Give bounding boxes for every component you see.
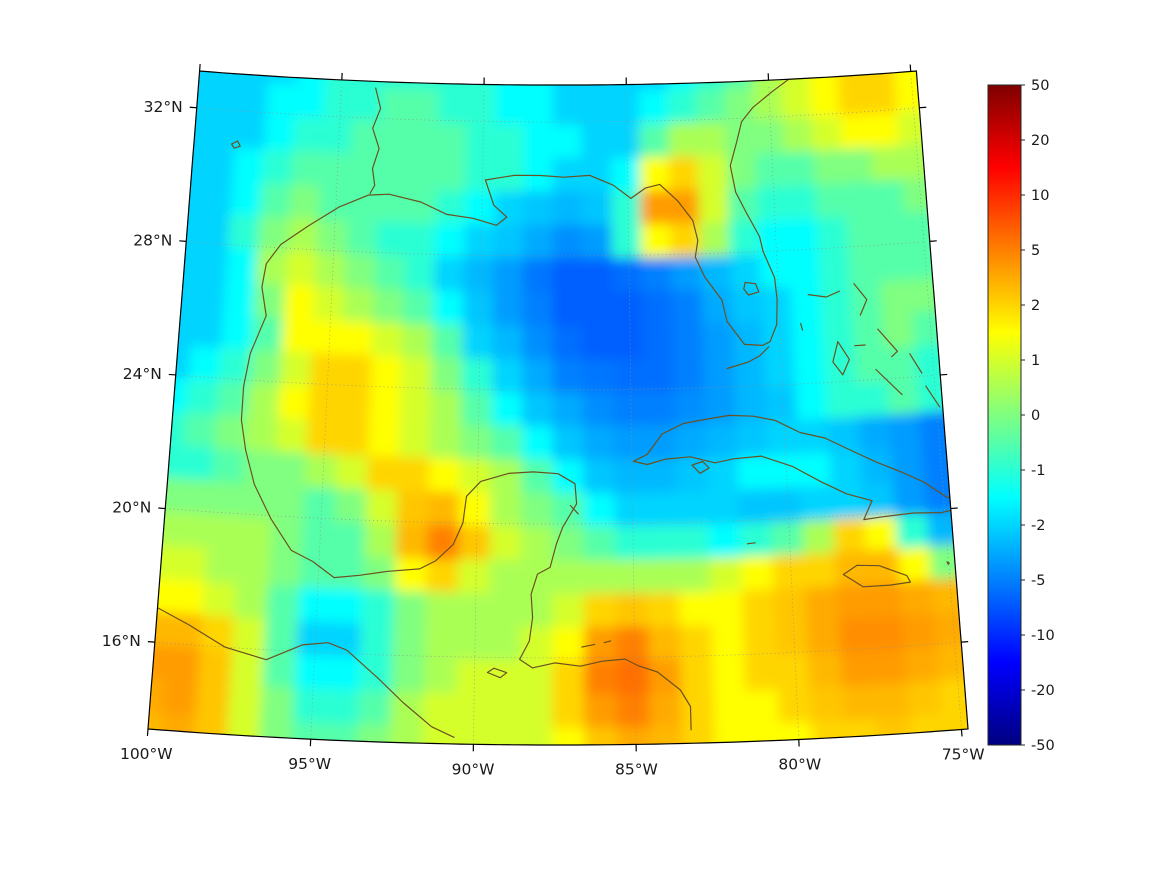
y-tick-label: 32°N bbox=[144, 98, 183, 116]
colorbar-tick-label: 1 bbox=[1031, 353, 1040, 369]
coastline-guanaja bbox=[603, 640, 612, 644]
meridian-line bbox=[310, 86, 342, 740]
y-tick-label: 20°N bbox=[112, 499, 151, 517]
colorbar-tick-label: -5 bbox=[1031, 573, 1045, 589]
colorbar-tick-label: -50 bbox=[1031, 738, 1055, 754]
y-tick-right bbox=[961, 641, 969, 643]
colorbar-gradient bbox=[987, 84, 1022, 746]
coastline-abaco bbox=[853, 283, 868, 316]
coastline-exuma-chain bbox=[875, 368, 903, 396]
meridian-line bbox=[910, 78, 962, 730]
y-tick-left bbox=[147, 641, 155, 643]
coastline-eleuthera bbox=[877, 328, 898, 358]
coastline-isla-de-la-juventud bbox=[691, 460, 710, 474]
y-tick-right bbox=[929, 240, 937, 242]
y-tick-label: 24°N bbox=[123, 365, 162, 383]
coastline-jamaica bbox=[842, 564, 911, 588]
coastline-grand-bahama bbox=[807, 290, 840, 298]
x-tick-top bbox=[909, 64, 912, 72]
coastline-cozumel bbox=[569, 504, 579, 515]
x-tick-label: 80°W bbox=[778, 755, 821, 773]
coastline-florida-keys bbox=[726, 346, 770, 370]
y-tick-left bbox=[168, 373, 176, 376]
x-tick-label: 100°W bbox=[120, 745, 173, 763]
coastline-lake-okeechobee bbox=[743, 281, 760, 296]
coastline-cat-island bbox=[909, 353, 923, 374]
x-tick-bottom bbox=[960, 729, 963, 737]
coastline-new-providence bbox=[854, 344, 866, 347]
x-tick-label: 75°W bbox=[942, 745, 985, 763]
coastline-andros bbox=[832, 341, 850, 376]
coastline-pacific-coast-mexico-guatemala bbox=[148, 600, 455, 738]
coastline-long-island-bahamas bbox=[925, 385, 941, 408]
y-tick-right bbox=[919, 106, 927, 109]
x-tick-label: 85°W bbox=[615, 760, 658, 778]
parallel-line bbox=[175, 374, 935, 391]
y-tick-label: 16°N bbox=[102, 632, 141, 650]
x-tick-label: 90°W bbox=[452, 760, 495, 778]
meridian-line bbox=[473, 91, 485, 745]
colorbar-tick-label: 20 bbox=[1031, 133, 1049, 149]
y-tick-label: 28°N bbox=[133, 232, 172, 250]
coastline-texas-lake bbox=[231, 140, 241, 149]
y-tick-left bbox=[179, 240, 187, 242]
coastline-grand-cayman bbox=[746, 542, 756, 545]
y-tick-right bbox=[950, 507, 958, 510]
coastline-roatan bbox=[581, 643, 596, 648]
map-boundary bbox=[147, 70, 969, 746]
x-tick-label: 95°W bbox=[288, 755, 331, 773]
x-tick-top bbox=[198, 64, 201, 72]
coastline-us-gulf-and-atlantic-coast bbox=[261, 76, 792, 346]
coastline-bimini bbox=[800, 322, 804, 331]
x-tick-bottom bbox=[146, 728, 149, 737]
colorbar-tick-label: -10 bbox=[1031, 628, 1055, 644]
meridian-line bbox=[626, 91, 637, 745]
y-tick-left bbox=[158, 507, 166, 510]
colorbar-tick-label: -1 bbox=[1031, 463, 1045, 479]
colorbar-tick-label: -2 bbox=[1031, 518, 1045, 534]
axis-labels: 100°W 95°W 90°W 85°W 80°W 75°W 16°N 20°N 24°N 28°… bbox=[102, 98, 985, 779]
axis-ticks bbox=[146, 64, 969, 752]
colorbar-tick-label: 5 bbox=[1031, 243, 1040, 259]
y-tick-right bbox=[940, 373, 948, 376]
parallel-line bbox=[154, 641, 955, 659]
colorbar-tick-label: 0 bbox=[1031, 408, 1040, 424]
coastline-navassa-island bbox=[946, 561, 950, 565]
colorbar-tick-label: -20 bbox=[1031, 683, 1055, 699]
colorbar-tick-label: 2 bbox=[1031, 298, 1040, 314]
colorbar-tick-label: 10 bbox=[1031, 188, 1049, 204]
y-tick-left bbox=[189, 106, 197, 109]
coastline-lake-izabal bbox=[486, 667, 508, 679]
coastline-mexico-yucatan-centralamerica-coast bbox=[240, 315, 692, 731]
colorbar-tick-label: 50 bbox=[1031, 78, 1049, 94]
coastline-sabine-river bbox=[369, 87, 382, 195]
heatmap-layer bbox=[148, 71, 968, 745]
meridian-line bbox=[768, 86, 800, 740]
